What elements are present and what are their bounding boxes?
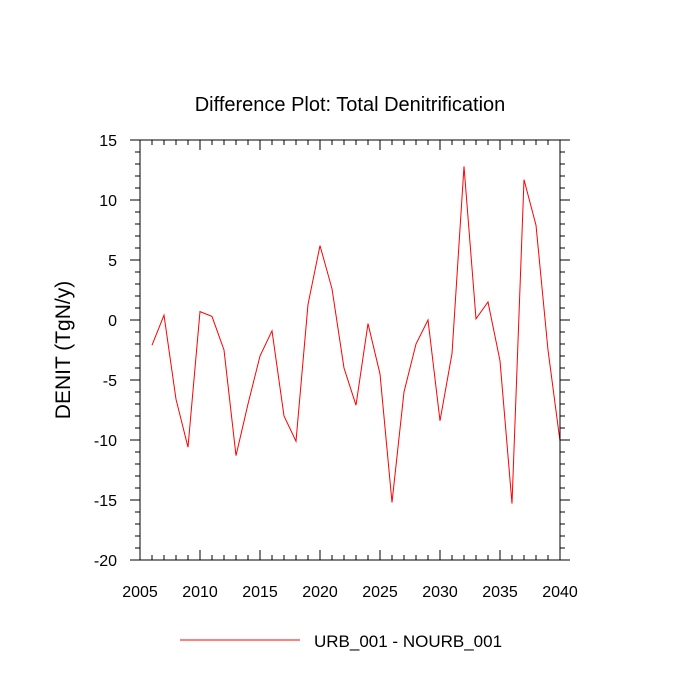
data-point: [355, 405, 356, 406]
data-point: [271, 330, 272, 331]
data-point: [439, 420, 440, 421]
x-tick-label: 2030: [422, 584, 458, 601]
data-point: [175, 399, 176, 400]
data-point: [499, 360, 500, 361]
data-point: [427, 319, 428, 320]
y-tick-label: -15: [94, 493, 117, 510]
y-tick-label: -5: [103, 373, 117, 390]
data-point: [223, 349, 224, 350]
x-tick-label: 2015: [242, 584, 278, 601]
data-point: [391, 502, 392, 503]
data-point: [247, 403, 248, 404]
data-point: [379, 373, 380, 374]
y-tick-label: 5: [108, 253, 117, 270]
data-point: [187, 447, 188, 448]
data-point: [415, 343, 416, 344]
data-point: [211, 316, 212, 317]
y-tick-label: -10: [94, 433, 117, 450]
data-point: [331, 288, 332, 289]
data-point: [319, 245, 320, 246]
data-point: [151, 345, 152, 346]
data-point: [487, 301, 488, 302]
x-tick-label: 2035: [482, 584, 518, 601]
data-point: [511, 503, 512, 504]
plot-frame: [139, 139, 561, 561]
data-point: [235, 455, 236, 456]
series-line: [151, 166, 561, 504]
y-tick-label: 10: [99, 193, 117, 210]
data-point: [367, 323, 368, 324]
y-tick-label: 0: [108, 313, 117, 330]
data-point: [523, 179, 524, 180]
data-point: [163, 315, 164, 316]
y-tick-label: -20: [94, 553, 117, 570]
data-point: [451, 353, 452, 354]
x-tick-label: 2025: [362, 584, 398, 601]
chart-title: Difference Plot: Total Denitrification: [195, 94, 506, 116]
data-point: [547, 349, 548, 350]
x-tick-label: 2020: [302, 584, 338, 601]
x-tick-label: 2010: [182, 584, 218, 601]
data-point: [403, 391, 404, 392]
legend: URB_001 - NOURB_001: [180, 632, 502, 651]
y-axis-label: DENIT (TgN/y): [52, 281, 75, 419]
x-tick-label: 2005: [122, 584, 158, 601]
data-point: [535, 225, 536, 226]
data-point: [259, 355, 260, 356]
series-layer: [151, 166, 561, 504]
data-point: [463, 166, 464, 167]
y-tick-label: 15: [99, 133, 117, 150]
tick-labels: 2005 2010 2015 2020 2025 2030 2035 2040 15 10 5 0 -5…: [94, 133, 578, 601]
data-point: [307, 304, 308, 305]
axis-ticks: [130, 139, 570, 561]
data-point: [343, 367, 344, 368]
data-point: [295, 441, 296, 442]
data-point: [475, 318, 476, 319]
x-tick-label: 2040: [542, 584, 578, 601]
legend-label: URB_001 - NOURB_001: [314, 632, 502, 651]
data-point: [283, 415, 284, 416]
data-point: [199, 311, 200, 312]
